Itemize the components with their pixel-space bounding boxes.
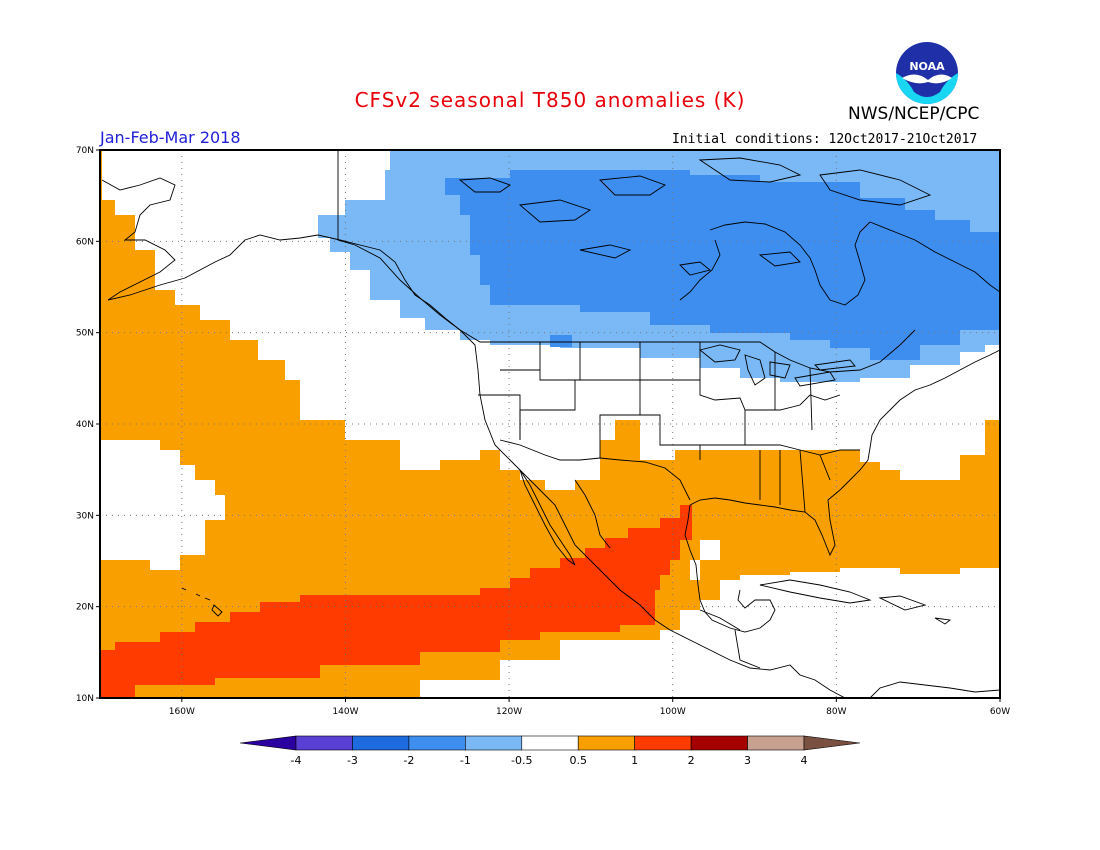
initial-conditions: Initial conditions: 12Oct2017-21Oct2017 (672, 132, 978, 147)
agency-label: NWS/NCEP/CPC (848, 104, 980, 124)
lat-tick-label: 20N (76, 603, 94, 613)
map-gridlines (100, 150, 1000, 698)
lon-tick-label: 60W (990, 707, 1010, 717)
colorbar-arrow-low (239, 735, 297, 751)
lon-tick-label: 140W (332, 707, 358, 717)
colorbar-label: 3 (744, 754, 751, 767)
lon-tick-label: 160W (169, 707, 195, 717)
anomaly-region-atlantic-warm (675, 420, 1000, 600)
colorbar-label: -2 (403, 754, 414, 767)
lat-tick-label: 60N (76, 237, 94, 247)
colorbar-swatch (690, 735, 748, 751)
noaa-logo: NOAA (894, 40, 960, 110)
colorbar-swatch (521, 735, 579, 751)
colorbar-label: -4 (291, 754, 302, 767)
map-axes: 160W 140W 120W 100W 80W 60W 10N 20N 30N 40N 50N 60N… (76, 146, 1010, 717)
lat-tick-label: 10N (76, 694, 94, 704)
noaa-logo-text: NOAA (909, 60, 945, 73)
colorbar-label: 4 (801, 754, 808, 767)
colorbar-swatch (577, 735, 635, 751)
political-borders (337, 150, 916, 669)
colorbar-swatch (352, 735, 410, 751)
anomaly-region-canada-cool-dark (445, 170, 1000, 360)
colorbar-label: -0.5 (511, 754, 532, 767)
lon-tick-label: 120W (496, 707, 522, 717)
map-title: CFSv2 seasonal T850 anomalies (K) (354, 88, 746, 112)
lat-tick-label: 50N (76, 329, 94, 339)
lon-tick-label: 100W (660, 707, 686, 717)
colorbar-swatch (747, 735, 805, 751)
colorbar-swatch (465, 735, 523, 751)
forecast-period: Jan-Feb-Mar 2018 (100, 128, 241, 147)
anomaly-region-small-cool (550, 335, 572, 347)
colorbar-swatch (295, 735, 353, 751)
lon-tick-label: 80W (826, 707, 846, 717)
colorbar-label: 2 (688, 754, 695, 767)
colorbar-swatch (634, 735, 692, 751)
lat-tick-label: 30N (76, 511, 94, 521)
colorbar: -4 -3 -2 -1 -0.5 0.5 1 2 3 4 (239, 735, 861, 767)
coastlines (101, 157, 1000, 698)
lat-tick-label: 70N (76, 146, 94, 156)
colorbar-label: 1 (631, 754, 638, 767)
lat-tick-label: 40N (76, 420, 94, 430)
colorbar-label: 0.5 (569, 754, 587, 767)
colorbar-label: -1 (460, 754, 471, 767)
anomaly-region-red-band (100, 505, 692, 698)
colorbar-label: -3 (347, 754, 358, 767)
colorbar-swatch (408, 735, 466, 751)
colorbar-arrow-high (803, 735, 861, 751)
